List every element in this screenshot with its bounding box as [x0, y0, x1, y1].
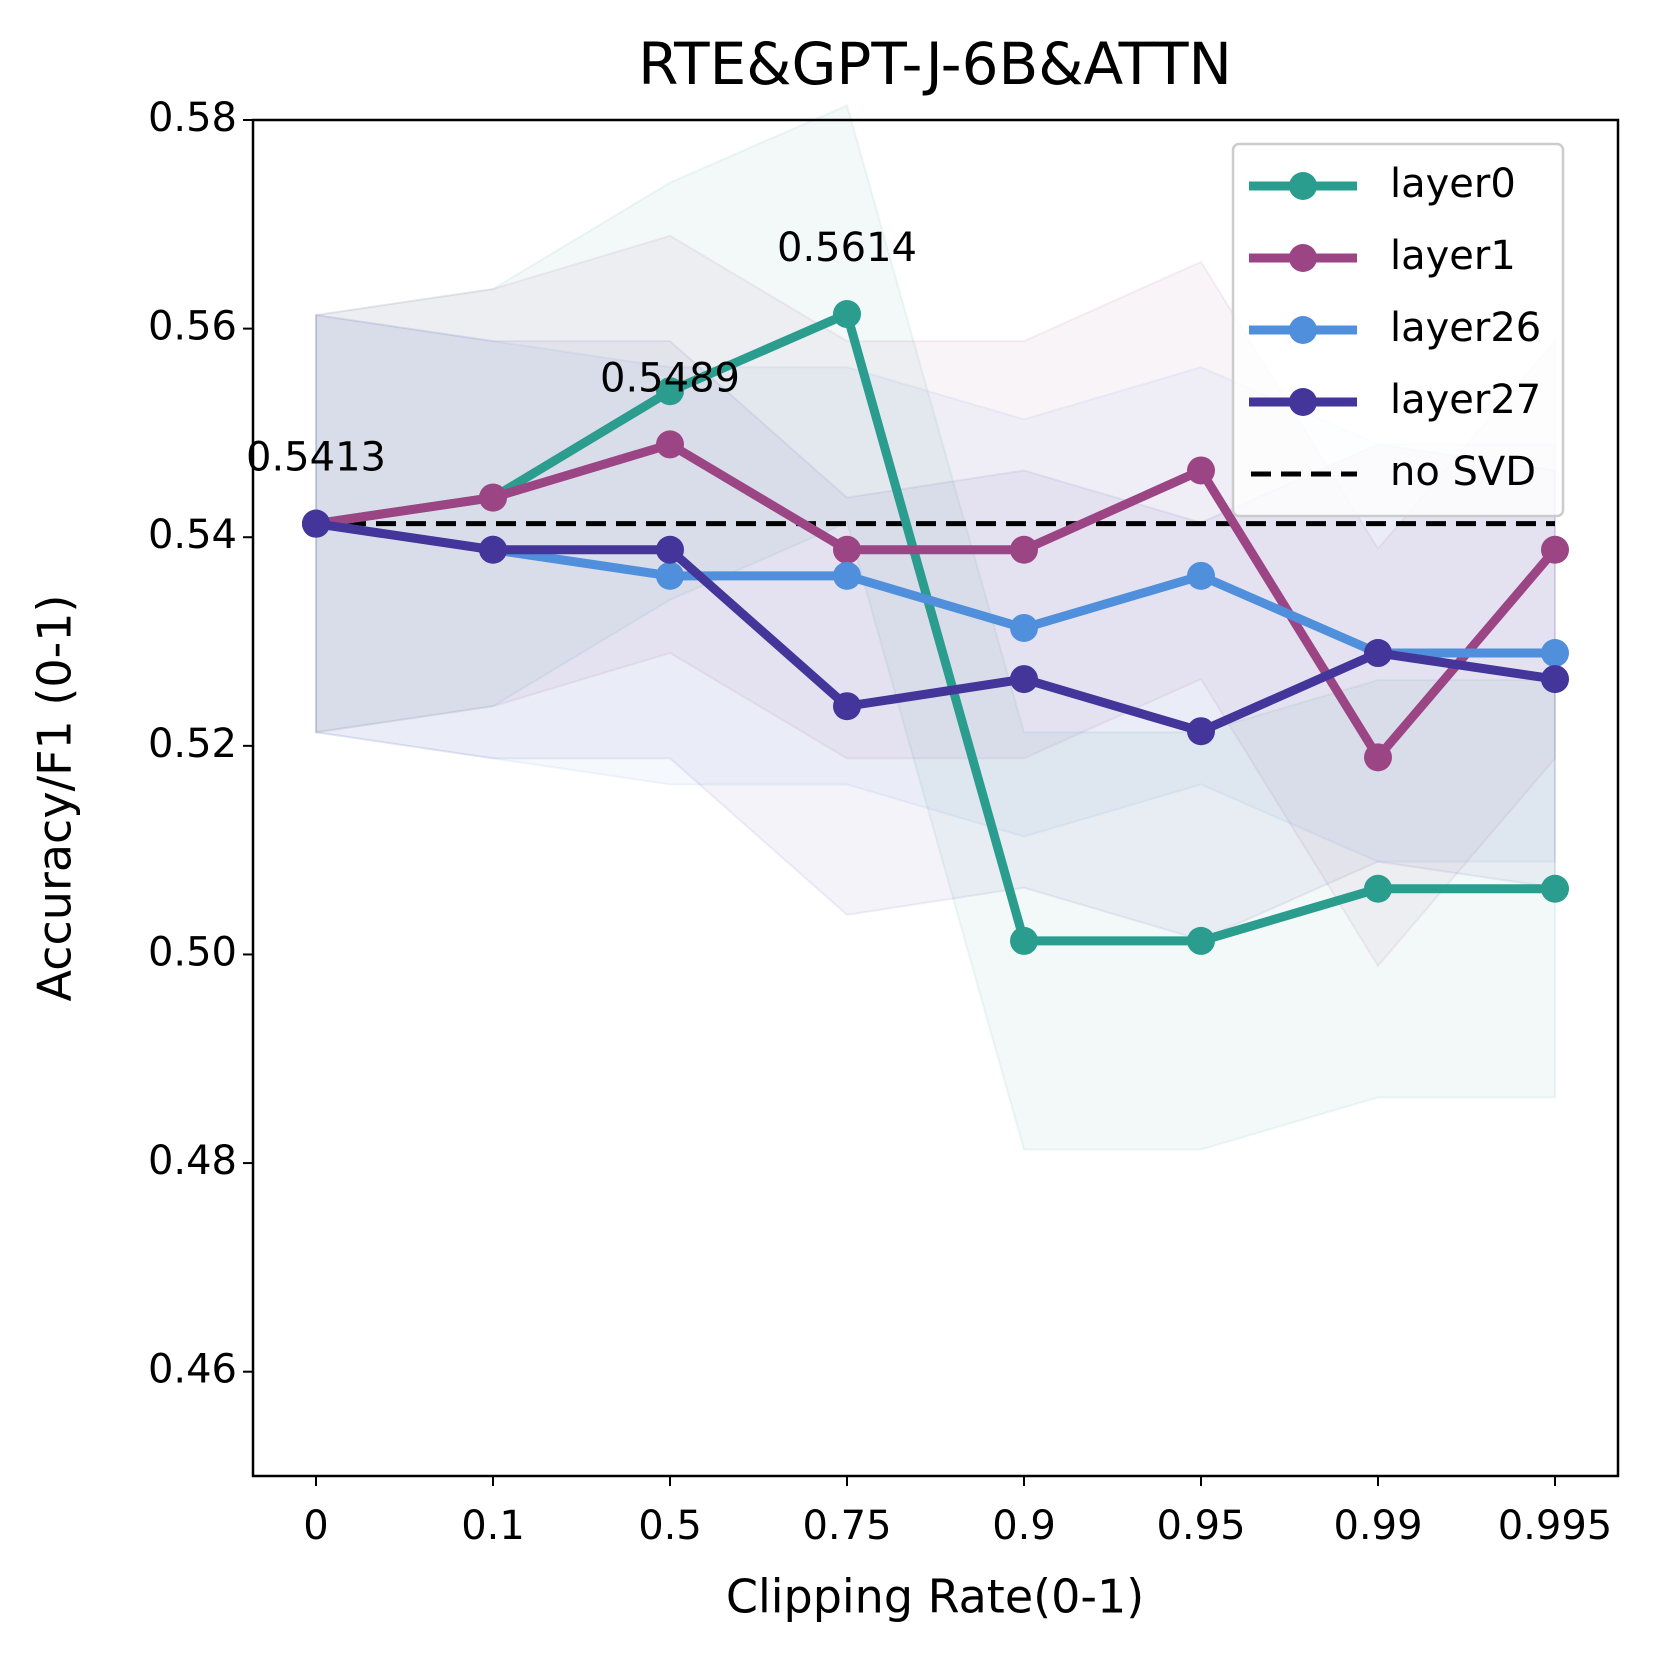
- legend-text: layer0: [1390, 161, 1516, 207]
- series-line: [315, 309, 1555, 946]
- data-point: [656, 561, 684, 590]
- data-point: [1187, 926, 1215, 955]
- plot-frame: [251, 118, 1620, 1478]
- data-point: [1010, 926, 1038, 955]
- data-point: [833, 300, 861, 329]
- y-tick-label: 0.50: [148, 929, 237, 975]
- x-tick-label: 0.995: [1498, 1503, 1613, 1549]
- x-tick-label: 0.5: [638, 1503, 702, 1549]
- data-point: [1541, 874, 1569, 903]
- x-tick-label: 0: [303, 1503, 328, 1549]
- y-tick-label: 0.56: [148, 304, 237, 350]
- data-point: [1010, 665, 1038, 694]
- y-axis-label: Accuracy/F1 (0-1): [28, 595, 82, 1002]
- data-point: [479, 483, 507, 512]
- data-point: [479, 535, 507, 564]
- legend-box: [1231, 142, 1565, 518]
- data-point: [656, 535, 684, 564]
- data-point: [1541, 535, 1569, 564]
- y-tick-label: 0.52: [148, 721, 237, 767]
- data-point: [302, 509, 330, 538]
- data-point: [1364, 874, 1392, 903]
- series-line: [315, 439, 1559, 762]
- x-tick-label: 0.9: [992, 1503, 1056, 1549]
- data-point: [1010, 613, 1038, 642]
- data-point: [1187, 717, 1215, 746]
- data-point: [1187, 456, 1215, 485]
- data-point: [1541, 665, 1569, 694]
- x-tick-label: 0.99: [1333, 1503, 1422, 1549]
- legend-marker: [1289, 388, 1317, 416]
- legend-marker: [1289, 172, 1317, 200]
- data-point: [1010, 535, 1038, 564]
- data-point: [833, 535, 861, 564]
- data-point: [656, 377, 684, 406]
- data-point: [656, 430, 684, 459]
- annotation: 0.5413: [246, 435, 386, 481]
- x-axis-label: Clipping Rate(0-1): [726, 1570, 1144, 1624]
- data-point: [833, 561, 861, 590]
- data-point: [1364, 639, 1392, 668]
- legend: layer0 layer1 layer26 layer27 no SVD: [1231, 142, 1565, 518]
- legend-marker: [1289, 316, 1317, 344]
- legend-marker: [1289, 244, 1317, 272]
- legend-text: no SVD: [1390, 449, 1536, 495]
- chart-title: RTE&GPT-J-6B&ATTN: [638, 30, 1232, 98]
- data-point: [1187, 561, 1215, 590]
- data-point: [833, 692, 861, 721]
- series-line: [315, 519, 1556, 736]
- annotation: 0.5614: [777, 225, 917, 271]
- data-point: [1364, 743, 1392, 772]
- y-tick-label: 0.54: [148, 512, 237, 558]
- x-tick-label: 0.95: [1156, 1503, 1245, 1549]
- x-tick-label: 0.75: [802, 1503, 891, 1549]
- x-tick-label: 0.1: [461, 1503, 525, 1549]
- annotation: 0.5489: [600, 355, 740, 401]
- legend-text: layer1: [1390, 233, 1516, 279]
- y-tick-label: 0.58: [148, 95, 237, 141]
- legend-text: layer27: [1390, 377, 1541, 423]
- legend-text: layer26: [1390, 305, 1541, 351]
- y-tick-label: 0.48: [148, 1138, 237, 1184]
- y-tick-label: 0.46: [148, 1347, 237, 1393]
- data-point: [1541, 639, 1569, 668]
